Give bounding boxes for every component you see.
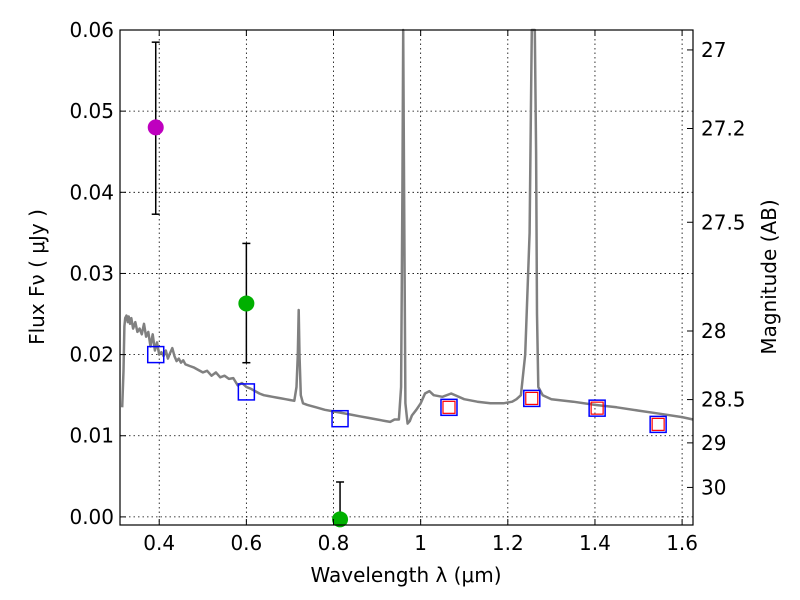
model-square [146, 345, 165, 364]
y-axis-ticks: 0.00 0.01 0.02 0.03 0.04 0.05 0.06 [69, 18, 126, 529]
model-square [523, 389, 541, 408]
model-square [440, 398, 458, 417]
sed-spectrum-line [120, 28, 694, 425]
magnitude-axis-label: Magnitude (AB) [757, 199, 781, 354]
y-tick-label: 0.04 [69, 180, 114, 204]
observed-points [147, 119, 349, 528]
x-axis-ticks: 0.4 0.6 0.8 1 1.2 1.4 1.6 [143, 30, 698, 555]
errorbars [151, 41, 345, 526]
observed-point [332, 511, 349, 528]
x-tick-label: 0.8 [318, 531, 350, 555]
plot-frame [119, 29, 694, 526]
x-tick-label: 1.4 [579, 531, 611, 555]
magnitude-tick-label: 27 [701, 38, 726, 62]
model-square [649, 415, 667, 434]
magnitude-axis-ticks: 27 27.2 27.5 28 28.5 29 30 [687, 38, 746, 499]
magnitude-tick-label: 29 [701, 431, 726, 455]
y-tick-label: 0.00 [69, 505, 114, 529]
magnitude-tick-label: 28.5 [701, 388, 746, 412]
y-axis-label: Flux Fν ( μJy ) [25, 209, 49, 345]
grid [120, 29, 693, 525]
model-inner-square [442, 400, 456, 414]
model-square [331, 409, 349, 428]
x-tick-label: 0.4 [143, 531, 175, 555]
x-tick-label: 1.6 [666, 531, 698, 555]
observed-point [147, 119, 164, 136]
y-tick-label: 0.05 [69, 99, 114, 123]
model-square [237, 383, 256, 401]
model-square [588, 399, 606, 417]
x-tick-label: 1 [414, 531, 427, 555]
model-inner-square [525, 391, 539, 406]
x-tick-label: 0.6 [230, 531, 262, 555]
y-tick-label: 0.02 [69, 343, 114, 367]
magnitude-tick-label: 27.5 [701, 210, 746, 234]
model-inner-square [590, 401, 604, 415]
y-tick-label: 0.06 [69, 18, 114, 42]
magnitude-tick-label: 27.2 [701, 116, 746, 140]
magnitude-tick-label: 28 [701, 319, 726, 343]
x-tick-label: 1.2 [492, 531, 524, 555]
observed-point [238, 295, 255, 312]
sed-layer [120, 28, 694, 425]
y-tick-label: 0.03 [69, 261, 114, 285]
x-axis-label: Wavelength λ (μm) [310, 563, 501, 587]
magnitude-tick-label: 30 [701, 475, 726, 499]
model-inner-square [651, 417, 665, 431]
model-points [146, 345, 667, 434]
y-tick-label: 0.01 [69, 424, 114, 448]
